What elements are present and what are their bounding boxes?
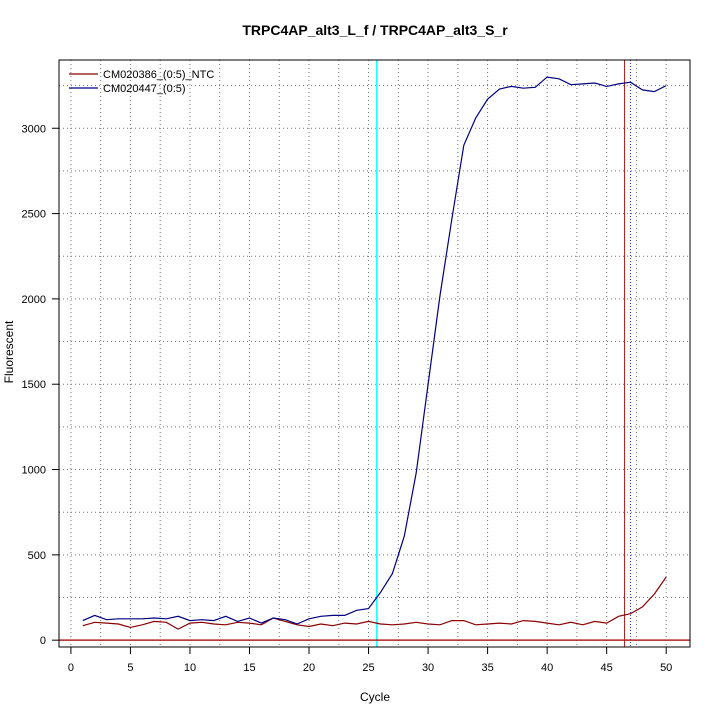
series-line xyxy=(82,576,667,630)
x-tick-label: 35 xyxy=(481,662,493,674)
x-tick-label: 25 xyxy=(362,662,374,674)
x-axis: 0 5 10 15 20 25 30 35 40 45 50 xyxy=(68,646,672,674)
x-tick-label: 15 xyxy=(243,662,255,674)
y-tick-label: 3000 xyxy=(22,123,46,135)
series-line xyxy=(82,76,667,625)
chart-title: TRPC4AP_alt3_L_f / TRPC4AP_alt3_S_r xyxy=(242,22,508,38)
x-tick-label: 20 xyxy=(303,662,315,674)
y-tick-label: 2500 xyxy=(22,209,46,221)
x-tick-label: 30 xyxy=(422,662,434,674)
legend-label: CM020386_(0:5)_NTC xyxy=(103,69,214,81)
y-tick-label: 2000 xyxy=(22,294,46,306)
vertical-markers xyxy=(376,60,631,647)
y-tick-label: 0 xyxy=(40,635,46,647)
x-tick-label: 45 xyxy=(601,662,613,674)
y-tick-label: 500 xyxy=(28,550,46,562)
y-tick-label: 1500 xyxy=(22,379,46,391)
legend: CM020386_(0:5)_NTC CM020447_(0:5) xyxy=(69,69,214,95)
legend-label: CM020447_(0:5) xyxy=(103,83,186,95)
y-axis: 0 500 1000 1500 2000 2500 3000 xyxy=(22,123,60,647)
x-tick-label: 40 xyxy=(541,662,553,674)
x-tick-label: 5 xyxy=(127,662,133,674)
series-lines xyxy=(82,76,667,630)
y-tick-label: 1000 xyxy=(22,465,46,477)
y-axis-label: Fluorescent xyxy=(2,320,16,383)
x-tick-label: 10 xyxy=(184,662,196,674)
x-tick-label: 50 xyxy=(660,662,672,674)
x-tick-label: 0 xyxy=(68,662,74,674)
x-axis-label: Cycle xyxy=(360,690,390,704)
